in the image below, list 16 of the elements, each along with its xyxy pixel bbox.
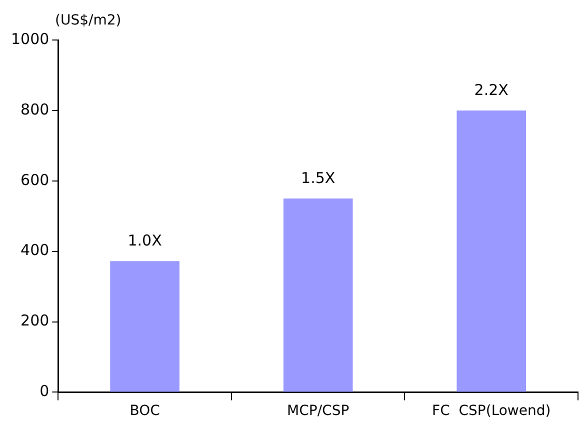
y-tick-label: 0 [40, 382, 50, 400]
bar [283, 198, 353, 392]
x-tick-label: BOC [130, 403, 160, 420]
y-axis-title: (US$/m2) [55, 12, 122, 29]
x-tick-label: FC CSP(Lowend) [432, 403, 551, 420]
y-tick-label: 200 [20, 312, 50, 330]
bar [456, 110, 526, 392]
x-tick-label: MCP/CSP [287, 403, 350, 420]
y-tick-label: 400 [20, 241, 50, 260]
annotation: 2.2X [474, 80, 508, 99]
annotation: 1.5X [301, 168, 336, 187]
annotation: 1.0X [128, 232, 162, 250]
bar [110, 261, 180, 392]
y-tick-label: 1000 [10, 30, 50, 48]
y-tick-label: 800 [20, 100, 50, 118]
y-tick-label: 600 [20, 170, 50, 189]
